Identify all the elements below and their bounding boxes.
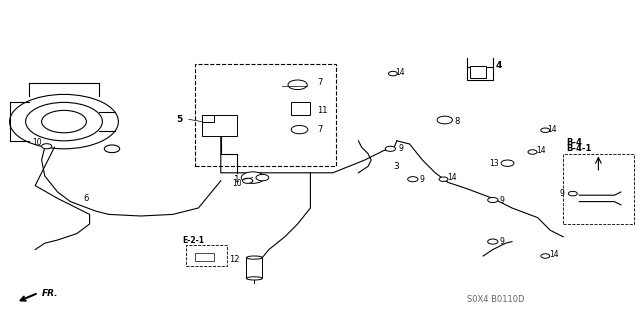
Circle shape	[256, 174, 269, 181]
Circle shape	[42, 110, 86, 133]
Circle shape	[385, 146, 396, 151]
Text: 8: 8	[454, 117, 460, 126]
Bar	[291, 102, 310, 115]
Text: 10: 10	[232, 179, 242, 188]
Text: 5: 5	[176, 115, 182, 124]
Text: 14: 14	[396, 68, 405, 76]
Circle shape	[541, 254, 550, 258]
FancyBboxPatch shape	[195, 64, 336, 166]
Circle shape	[437, 116, 452, 124]
Text: 9: 9	[398, 144, 403, 153]
Text: 9: 9	[499, 196, 504, 204]
Text: 6: 6	[83, 194, 88, 203]
Circle shape	[10, 94, 118, 149]
Circle shape	[541, 128, 550, 132]
Circle shape	[241, 172, 264, 183]
Text: 14: 14	[536, 146, 546, 155]
Text: 7: 7	[317, 125, 322, 134]
Text: 14: 14	[447, 173, 456, 182]
Text: B-4: B-4	[566, 138, 582, 147]
Text: 7: 7	[317, 78, 322, 87]
Circle shape	[291, 125, 308, 134]
Circle shape	[243, 178, 253, 183]
Text: 1: 1	[234, 175, 240, 184]
Circle shape	[439, 177, 448, 181]
Text: 12: 12	[230, 255, 240, 264]
Text: 9: 9	[559, 189, 564, 198]
Circle shape	[501, 160, 514, 166]
Text: 10: 10	[32, 138, 42, 147]
Text: 3: 3	[394, 162, 399, 171]
Circle shape	[488, 239, 498, 244]
Text: 9: 9	[419, 175, 424, 184]
Circle shape	[488, 197, 498, 203]
Circle shape	[26, 102, 102, 141]
Bar	[246, 258, 262, 278]
FancyBboxPatch shape	[563, 154, 634, 224]
Circle shape	[42, 144, 52, 149]
Bar	[202, 115, 214, 122]
Bar	[195, 253, 214, 261]
Text: S0X4 B0110D: S0X4 B0110D	[467, 295, 525, 304]
Bar	[202, 115, 237, 136]
Circle shape	[104, 145, 120, 153]
Text: 9: 9	[499, 237, 504, 246]
Text: B-4-1: B-4-1	[566, 144, 592, 153]
FancyBboxPatch shape	[186, 245, 227, 266]
Ellipse shape	[246, 277, 262, 280]
Circle shape	[568, 191, 577, 196]
Text: 11: 11	[317, 106, 327, 115]
Text: 14: 14	[547, 125, 557, 134]
Ellipse shape	[246, 256, 262, 259]
Text: E-2-1: E-2-1	[182, 236, 204, 245]
Text: 4: 4	[496, 61, 502, 70]
Circle shape	[288, 80, 307, 90]
Text: 13: 13	[490, 159, 499, 168]
Circle shape	[388, 71, 397, 76]
Circle shape	[528, 150, 537, 154]
Text: FR.: FR.	[42, 289, 58, 298]
Bar	[470, 66, 486, 78]
Circle shape	[408, 177, 418, 182]
Text: 14: 14	[549, 250, 559, 259]
